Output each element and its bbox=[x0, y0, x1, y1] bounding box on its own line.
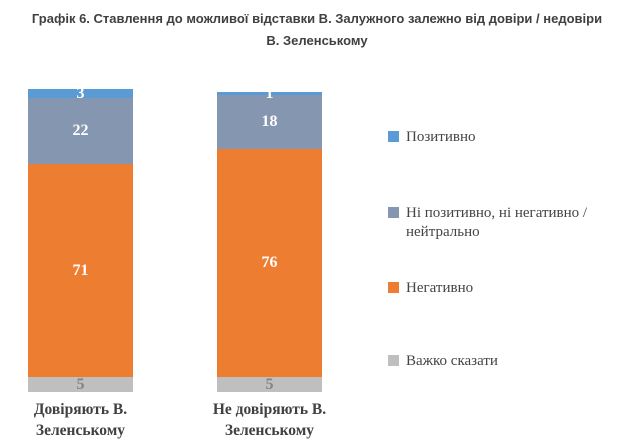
chart-title: Графік 6. Ставлення до можливої відставк… bbox=[31, 11, 603, 48]
segment-value-label: 5 bbox=[76, 375, 85, 393]
segment-value-label: 22 bbox=[72, 122, 89, 139]
legend-item-3: Важко сказати bbox=[388, 352, 498, 371]
category-label-1: Не довіряють В. Зеленському bbox=[212, 401, 327, 439]
segment-value-label: 1 bbox=[265, 84, 274, 102]
category-label-0: Довіряють В. Зеленському bbox=[33, 401, 128, 439]
bar-segment: 76 bbox=[217, 149, 322, 377]
bar-segment: 5 bbox=[217, 375, 322, 393]
bar-segment: 18 bbox=[217, 95, 322, 149]
legend-swatch bbox=[388, 282, 399, 293]
stacked-bar-1: 1 18 76 5 bbox=[217, 85, 322, 393]
legend-swatch bbox=[388, 207, 399, 218]
segment-value-label: 3 bbox=[76, 84, 85, 102]
segment-value-label: 5 bbox=[265, 375, 274, 393]
bar-segment: 22 bbox=[28, 98, 133, 164]
legend: Позитивно Ні позитивно, ні негативно / не… bbox=[380, 0, 634, 448]
segment-value-label: 71 bbox=[72, 261, 89, 279]
legend-item-label: Негативно bbox=[406, 280, 474, 296]
legend-swatch bbox=[388, 131, 399, 142]
plot-area: 3 22 71 5 Довіряють В. Зеленському 1 18 76 5 Не д… bbox=[28, 85, 327, 439]
legend-item-label: Важко сказати bbox=[406, 353, 498, 369]
bar-segment: 71 bbox=[28, 164, 133, 377]
stacked-bar-0: 3 22 71 5 bbox=[28, 85, 133, 393]
legend-item-0: Позитивно bbox=[388, 128, 475, 147]
legend-item-label: Ні позитивно, ні негативно / нейтрально bbox=[406, 205, 588, 240]
legend-item-2: Негативно bbox=[388, 279, 473, 298]
bar-segment: 1 bbox=[217, 85, 322, 101]
bar-segment: 5 bbox=[28, 375, 133, 393]
legend-item-1: Ні позитивно, ні негативно / нейтрально bbox=[388, 204, 587, 242]
segment-value-label: 18 bbox=[261, 113, 278, 130]
bar-segment: 3 bbox=[28, 85, 133, 101]
legend-item-label: Позитивно bbox=[406, 129, 476, 145]
legend-swatch bbox=[388, 355, 399, 366]
segment-value-label: 76 bbox=[261, 254, 278, 271]
